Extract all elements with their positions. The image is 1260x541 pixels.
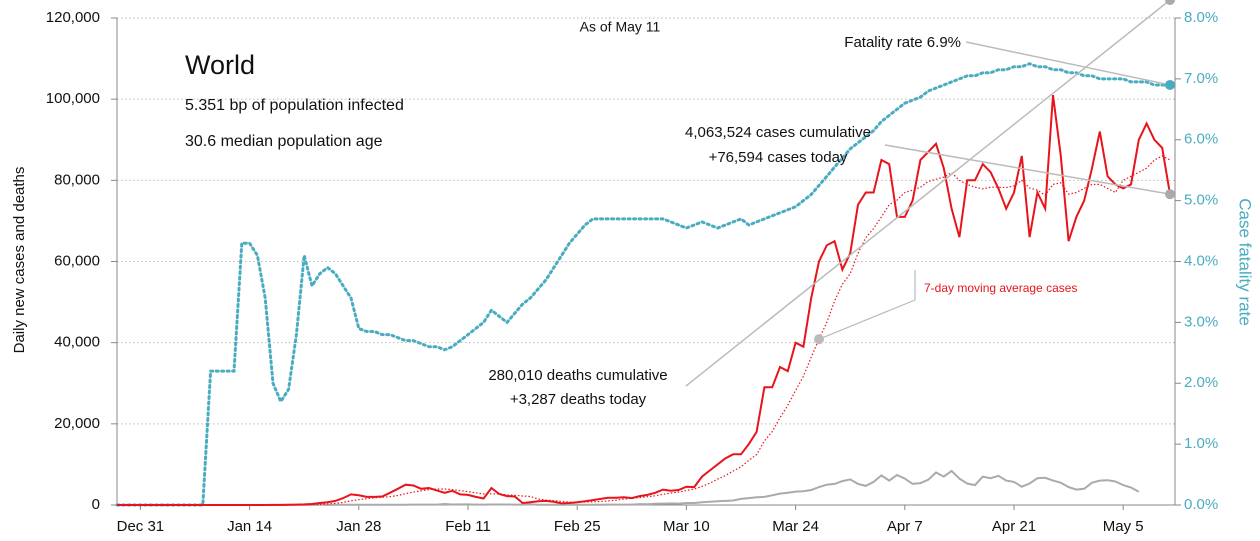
x-tick-label: Apr 7	[887, 518, 923, 535]
series-line	[117, 469, 1140, 506]
annotation-dot	[814, 334, 824, 345]
y-tick-label: 120,000	[46, 9, 100, 26]
y-tick-label: 80,000	[54, 171, 100, 188]
series-line	[117, 94, 1171, 506]
annotation: 280,010 deaths cumulative	[488, 367, 667, 384]
x-tick-label: Feb 25	[554, 518, 601, 535]
y-tick-label: 100,000	[46, 90, 100, 107]
annotation: 30.6 median population age	[185, 133, 383, 150]
x-tick-label: May 5	[1103, 518, 1144, 535]
x-tick-label: Jan 28	[336, 518, 381, 535]
end-dot	[1165, 0, 1175, 5]
y-tick-label: 60,000	[54, 252, 100, 269]
x-tick-label: Jan 14	[227, 518, 272, 535]
y2-tick-label: 0.0%	[1184, 496, 1218, 513]
annotation: 4,063,524 cases cumulative	[685, 124, 871, 141]
leader-line	[965, 41, 1171, 86]
annotation: Fatality rate 6.9%	[844, 34, 961, 51]
annotation: 5.351 bp of population infected	[185, 97, 404, 114]
leader-line	[818, 270, 916, 340]
y2-tick-label: 4.0%	[1184, 252, 1218, 269]
y2-tick-label: 5.0%	[1184, 192, 1218, 209]
end-dot	[1165, 189, 1175, 200]
leader-line	[884, 144, 1171, 195]
series-label: 7-day moving average cases	[924, 281, 1077, 295]
x-tick-label: Mar 10	[663, 518, 710, 535]
x-tick-label: Dec 31	[117, 518, 165, 535]
y-axis-label: Daily new cases and deaths	[11, 167, 28, 354]
series-line	[115, 62, 1172, 507]
end-dot	[1165, 79, 1175, 90]
y2-tick-label: 2.0%	[1184, 374, 1218, 391]
y2-tick-label: 6.0%	[1184, 131, 1218, 148]
x-tick-label: Feb 11	[445, 518, 491, 535]
title: World	[185, 50, 255, 80]
y2-tick-label: 7.0%	[1184, 70, 1218, 87]
x-tick-label: Apr 21	[992, 518, 1036, 535]
y-tick-label: 40,000	[54, 334, 100, 351]
y2-axis-label: Case fatality rate	[1236, 198, 1255, 326]
y2-tick-label: 3.0%	[1184, 313, 1218, 330]
y2-tick-label: 8.0%	[1184, 9, 1218, 26]
leader-line	[685, 0, 1171, 387]
y-tick-label: 20,000	[54, 415, 100, 432]
y2-tick-label: 1.0%	[1184, 435, 1218, 452]
annotation: +3,287 deaths today	[510, 391, 647, 408]
x-tick-label: Mar 24	[772, 518, 819, 535]
y-tick-label: 0	[92, 496, 100, 513]
annotation: As of May 11	[580, 19, 661, 35]
series-line	[117, 155, 1171, 506]
annotation: +76,594 cases today	[709, 149, 848, 166]
